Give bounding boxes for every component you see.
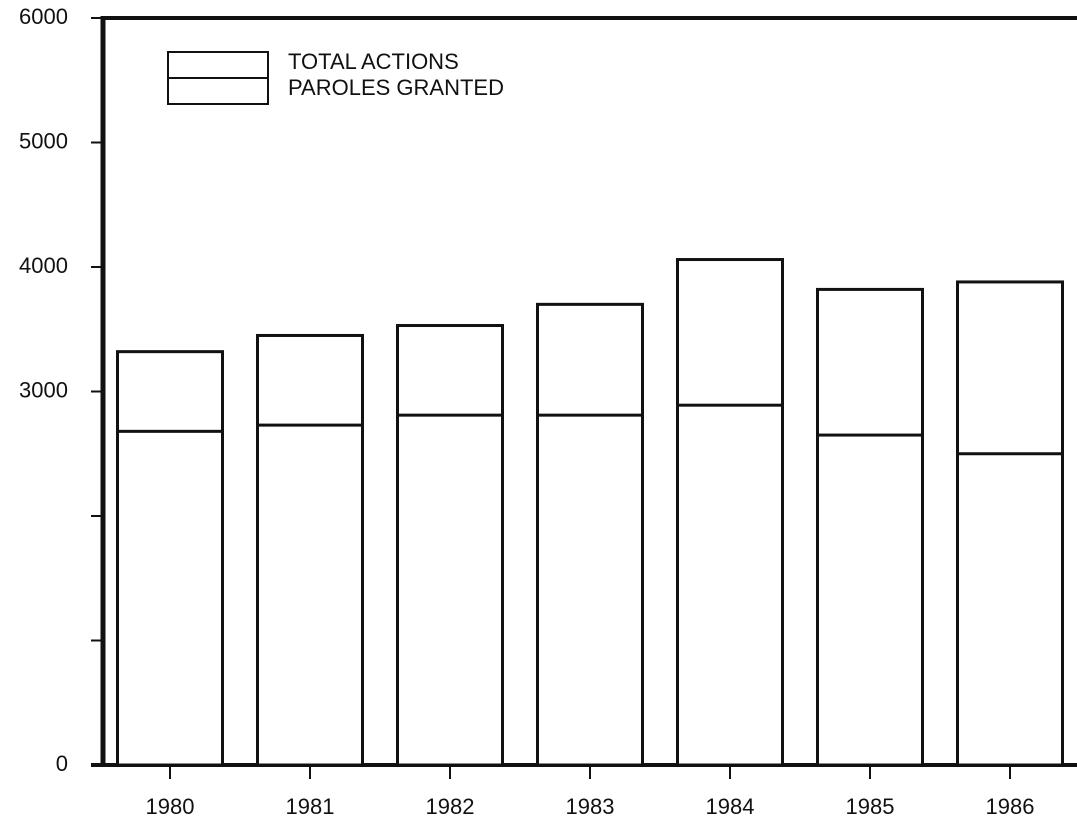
bar xyxy=(116,429,224,767)
bar xyxy=(536,413,644,767)
y-tick-label: 4000 xyxy=(19,253,68,278)
legend-label: TOTAL ACTIONS xyxy=(288,49,459,74)
x-tick-label: 1985 xyxy=(846,794,895,819)
x-tick-label: 1981 xyxy=(286,794,335,819)
bar xyxy=(256,423,364,767)
y-tick-label: 3000 xyxy=(19,377,68,402)
y-tick-label: 0 xyxy=(56,751,68,776)
x-tick-label: 1982 xyxy=(426,794,475,819)
bar xyxy=(396,413,504,767)
bar xyxy=(676,403,784,767)
x-tick-label: 1986 xyxy=(986,794,1035,819)
y-tick-label: 6000 xyxy=(19,4,68,29)
bar xyxy=(816,433,924,767)
legend-swatch xyxy=(167,77,269,105)
bar xyxy=(956,452,1064,767)
x-tick-label: 1984 xyxy=(706,794,755,819)
y-tick-label: 5000 xyxy=(19,128,68,153)
legend-label: PAROLES GRANTED xyxy=(288,75,504,100)
legend-swatch xyxy=(167,51,269,79)
x-tick-label: 1983 xyxy=(566,794,615,819)
x-tick-label: 1980 xyxy=(146,794,195,819)
